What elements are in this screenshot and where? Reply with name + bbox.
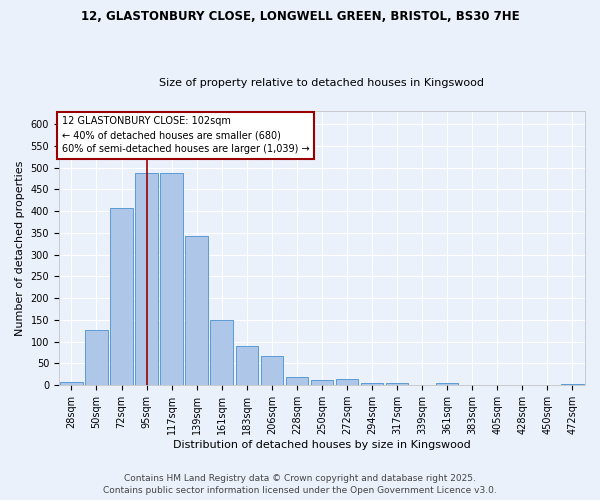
Y-axis label: Number of detached properties: Number of detached properties [15, 160, 25, 336]
Bar [286, 378, 308, 385]
Bar [311, 380, 333, 385]
Bar [85, 330, 108, 385]
Bar [160, 173, 183, 385]
Bar [236, 346, 258, 385]
Title: Size of property relative to detached houses in Kingswood: Size of property relative to detached ho… [160, 78, 484, 88]
Text: 12, GLASTONBURY CLOSE, LONGWELL GREEN, BRISTOL, BS30 7HE: 12, GLASTONBURY CLOSE, LONGWELL GREEN, B… [80, 10, 520, 23]
Bar [436, 384, 458, 385]
Bar [110, 208, 133, 385]
Text: Contains HM Land Registry data © Crown copyright and database right 2025.
Contai: Contains HM Land Registry data © Crown c… [103, 474, 497, 495]
Bar [211, 320, 233, 385]
Bar [336, 378, 358, 385]
Bar [185, 236, 208, 385]
Bar [361, 382, 383, 385]
Bar [561, 384, 584, 385]
Bar [260, 356, 283, 385]
Bar [386, 384, 409, 385]
Bar [60, 382, 83, 385]
Text: 12 GLASTONBURY CLOSE: 102sqm
← 40% of detached houses are smaller (680)
60% of s: 12 GLASTONBURY CLOSE: 102sqm ← 40% of de… [62, 116, 309, 154]
Bar [136, 173, 158, 385]
X-axis label: Distribution of detached houses by size in Kingswood: Distribution of detached houses by size … [173, 440, 471, 450]
